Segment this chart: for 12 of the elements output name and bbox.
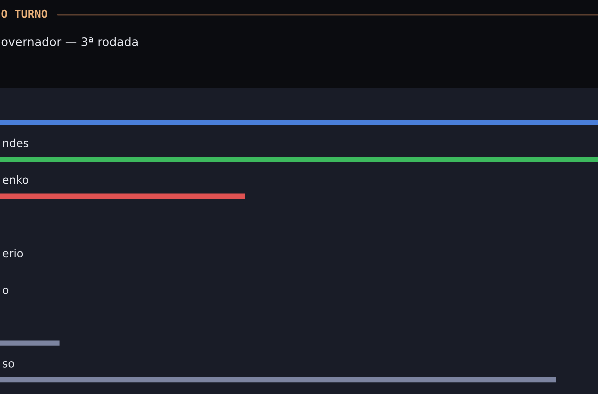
y-tick-label: ndes bbox=[3, 138, 29, 148]
bar bbox=[0, 157, 598, 162]
y-tick-label: so bbox=[2, 361, 14, 368]
chart-title: O TURNO bbox=[2, 10, 48, 18]
bar bbox=[0, 194, 246, 199]
bar bbox=[0, 120, 598, 126]
bar bbox=[0, 340, 60, 346]
y-tick-label: enko bbox=[3, 176, 28, 184]
y-tick-label: erio bbox=[3, 249, 24, 258]
y-tick-label: o bbox=[3, 288, 9, 294]
chart-subtitle: overnador — 3ª rodada bbox=[2, 37, 138, 46]
bar bbox=[0, 377, 556, 383]
